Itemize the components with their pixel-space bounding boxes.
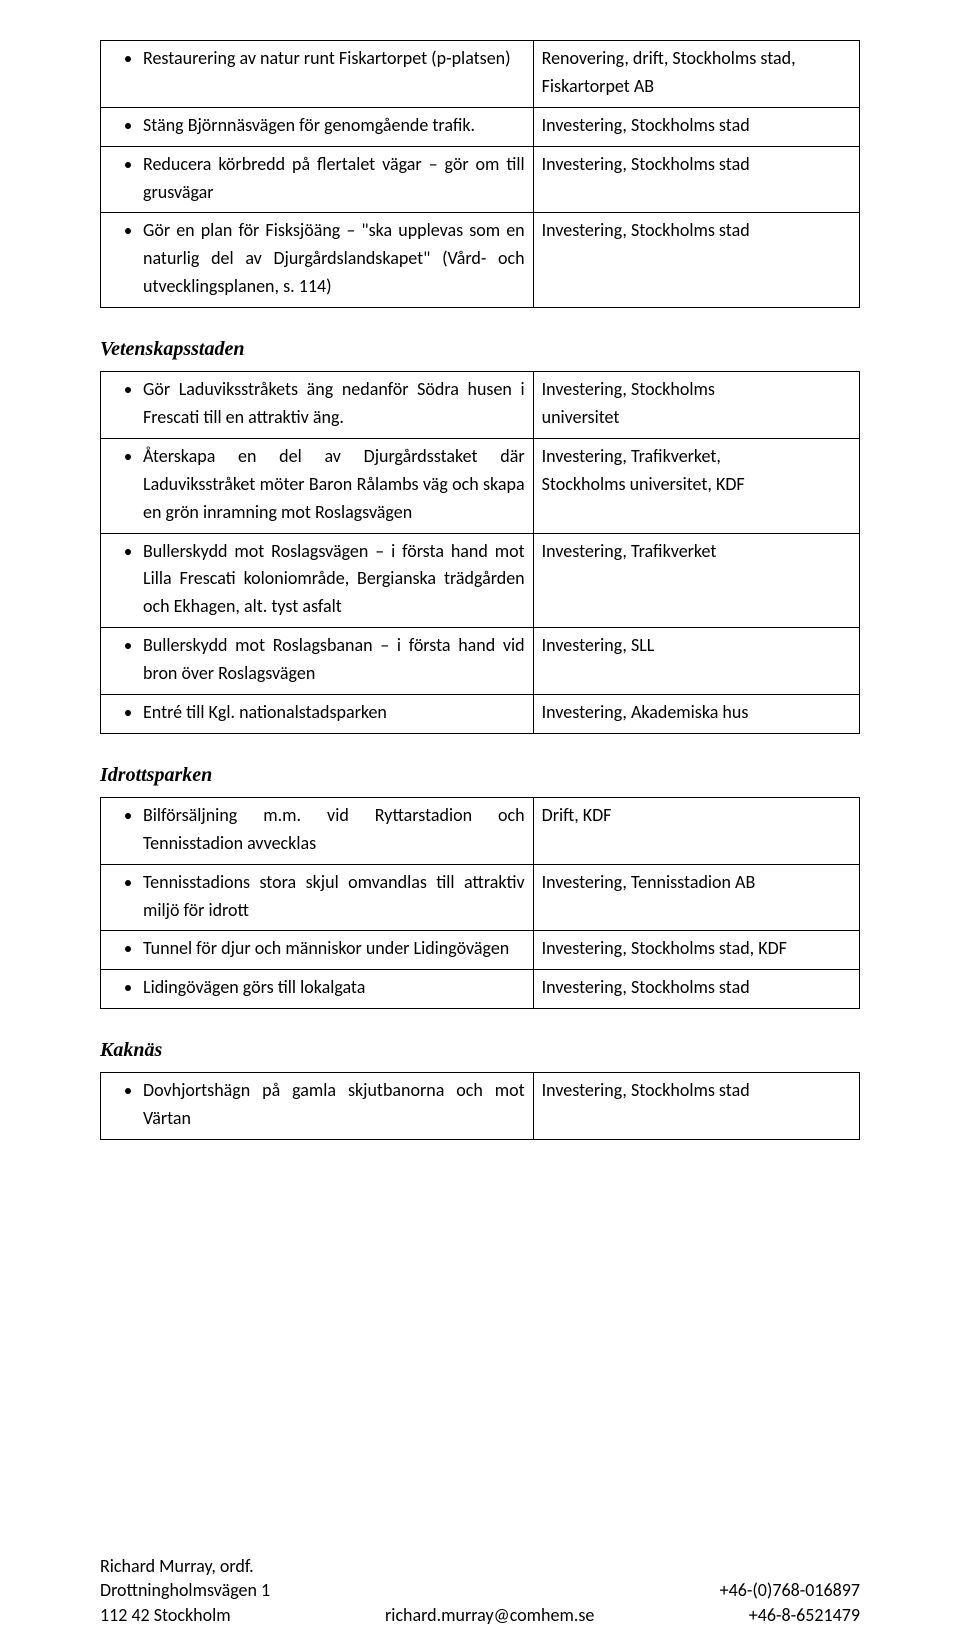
table-cell: Investering, Stockholms stad, KDF bbox=[533, 931, 859, 970]
list-item: Reducera körbredd på flertalet vägar – g… bbox=[143, 151, 525, 207]
table-kaknas: Dovhjortshägn på gamla skjutbanorna och … bbox=[100, 1072, 860, 1140]
table-cell: Investering, Stockholms stad bbox=[533, 213, 859, 308]
footer-name: Richard Murray, ordf. bbox=[100, 1554, 254, 1578]
table-row: Tunnel för djur och människor under Lidi… bbox=[101, 931, 534, 970]
table-row: Bilförsäljning m.m. vid Ryttarstadion oc… bbox=[101, 797, 534, 864]
cell-text: Investering, Stockholms universitet bbox=[542, 376, 851, 432]
table-row: Bullerskydd mot Roslagsbanan – i första … bbox=[101, 628, 534, 695]
table-cell: Renovering, drift, Stockholms stad, Fisk… bbox=[533, 41, 859, 108]
table-row: Tennisstadions stora skjul omvandlas til… bbox=[101, 864, 534, 931]
footer-phone-1: +46-(0)768-016897 bbox=[720, 1578, 860, 1602]
list-item: Restaurering av natur runt Fiskartorpet … bbox=[143, 45, 525, 73]
table-idrottsparken: Bilförsäljning m.m. vid Ryttarstadion oc… bbox=[100, 797, 860, 1009]
table-vetenskapsstaden: Gör Laduviksstråkets äng nedanför Södra … bbox=[100, 371, 860, 734]
table-row: Entré till Kgl. nationalstadsparken bbox=[101, 695, 534, 734]
section-heading-idrottsparken: Idrottsparken bbox=[100, 764, 860, 787]
table-row: Bullerskydd mot Roslagsvägen – i första … bbox=[101, 533, 534, 628]
list-item: Stäng Björnnäsvägen för genomgående traf… bbox=[143, 112, 525, 140]
table-cell: Drift, KDF bbox=[533, 797, 859, 864]
table-row: Reducera körbredd på flertalet vägar – g… bbox=[101, 146, 534, 213]
list-item: Bullerskydd mot Roslagsvägen – i första … bbox=[143, 538, 525, 622]
list-item: Bilförsäljning m.m. vid Ryttarstadion oc… bbox=[143, 802, 525, 858]
table-row: Gör en plan för Fisksjöäng – "ska upplev… bbox=[101, 213, 534, 308]
footer-phone-2: +46-8-6521479 bbox=[749, 1603, 860, 1627]
table-cell: Investering, Stockholms stad bbox=[533, 107, 859, 146]
footer-address-2: 112 42 Stockholm bbox=[100, 1603, 231, 1627]
list-item: Gör Laduviksstråkets äng nedanför Södra … bbox=[143, 376, 525, 432]
table-cell: Investering, Akademiska hus bbox=[533, 695, 859, 734]
list-item: Lidingövägen görs till lokalgata bbox=[143, 974, 525, 1002]
table-cell: Investering, Tennisstadion AB bbox=[533, 864, 859, 931]
table-row: Stäng Björnnäsvägen för genomgående traf… bbox=[101, 107, 534, 146]
list-item: Dovhjortshägn på gamla skjutbanorna och … bbox=[143, 1077, 525, 1133]
table-cell: Investering, Stockholms stad bbox=[533, 1073, 859, 1140]
list-item: Entré till Kgl. nationalstadsparken bbox=[143, 699, 525, 727]
list-item: Gör en plan för Fisksjöäng – "ska upplev… bbox=[143, 217, 525, 301]
table-cell: Investering, Trafikverket bbox=[533, 533, 859, 628]
table-row: Gör Laduviksstråkets äng nedanför Södra … bbox=[101, 372, 534, 439]
table-row: Restaurering av natur runt Fiskartorpet … bbox=[101, 41, 534, 108]
table-cell: Investering, Trafikverket, Stockholms un… bbox=[533, 438, 859, 533]
table-cell: Investering, Stockholms universitet bbox=[533, 372, 859, 439]
table-cell: Investering, Stockholms stad bbox=[533, 970, 859, 1009]
table-cell: Investering, SLL bbox=[533, 628, 859, 695]
table-cell: Investering, Stockholms stad bbox=[533, 146, 859, 213]
table-row: Lidingövägen görs till lokalgata bbox=[101, 970, 534, 1009]
section-heading-kaknas: Kaknäs bbox=[100, 1039, 860, 1062]
list-item: Återskapa en del av Djurgårdsstaket där … bbox=[143, 443, 525, 527]
page-footer: Richard Murray, ordf. Drottningholmsväge… bbox=[0, 1554, 960, 1647]
table-row: Dovhjortshägn på gamla skjutbanorna och … bbox=[101, 1073, 534, 1140]
cell-text: Investering, Trafikverket, Stockholms un… bbox=[542, 443, 851, 499]
table-row: Återskapa en del av Djurgårdsstaket där … bbox=[101, 438, 534, 533]
list-item: Tunnel för djur och människor under Lidi… bbox=[143, 935, 525, 963]
table-section-1: Restaurering av natur runt Fiskartorpet … bbox=[100, 40, 860, 308]
section-heading-vetenskapsstaden: Vetenskapsstaden bbox=[100, 338, 860, 361]
footer-address-1: Drottningholmsvägen 1 bbox=[100, 1578, 270, 1602]
list-item: Bullerskydd mot Roslagsbanan – i första … bbox=[143, 632, 525, 688]
list-item: Tennisstadions stora skjul omvandlas til… bbox=[143, 869, 525, 925]
footer-email: richard.murray@comhem.se bbox=[385, 1603, 594, 1627]
